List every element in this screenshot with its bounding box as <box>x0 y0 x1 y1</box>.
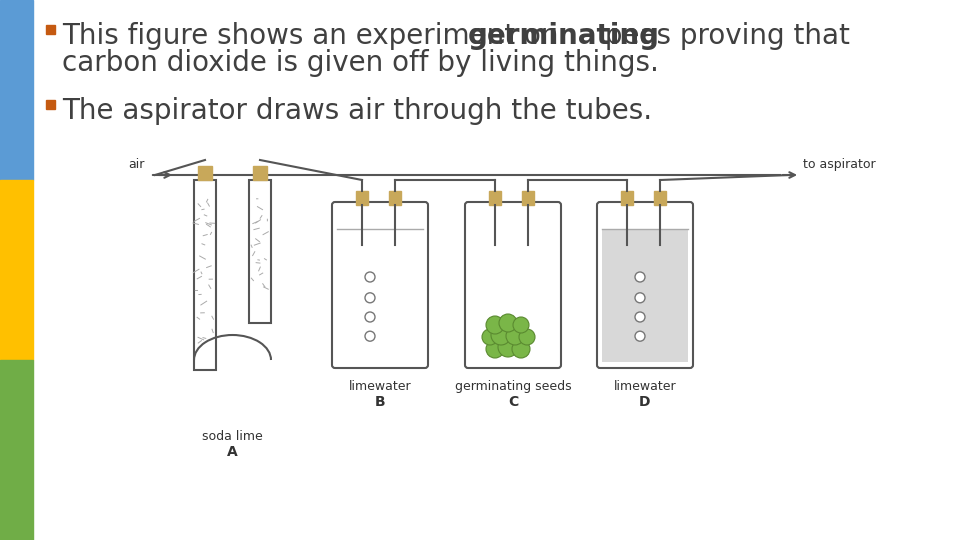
Text: limewater: limewater <box>613 380 676 393</box>
Circle shape <box>635 312 645 322</box>
Circle shape <box>519 329 535 345</box>
Circle shape <box>365 272 375 282</box>
Bar <box>253 166 267 180</box>
Text: to aspirator: to aspirator <box>803 158 876 171</box>
Bar <box>249 180 271 322</box>
Circle shape <box>512 340 530 358</box>
Circle shape <box>506 327 524 345</box>
Text: The aspirator draws air through the tubes.: The aspirator draws air through the tube… <box>62 97 652 125</box>
Bar <box>356 191 368 205</box>
Bar <box>389 191 401 205</box>
Text: A: A <box>227 445 237 459</box>
FancyBboxPatch shape <box>597 202 693 368</box>
Bar <box>46 100 55 109</box>
Bar <box>0 360 33 540</box>
Circle shape <box>635 293 645 303</box>
Circle shape <box>365 293 375 303</box>
Circle shape <box>482 329 498 345</box>
FancyBboxPatch shape <box>465 202 561 368</box>
Bar <box>337 229 423 362</box>
Circle shape <box>491 325 511 345</box>
Text: This figure shows an experiment on: This figure shows an experiment on <box>62 22 567 50</box>
Bar <box>0 180 33 360</box>
Circle shape <box>486 340 504 358</box>
Text: B: B <box>374 395 385 409</box>
Bar <box>194 180 216 370</box>
Bar <box>198 166 212 180</box>
Bar <box>251 190 270 313</box>
Text: air: air <box>129 158 145 171</box>
Bar <box>602 229 688 362</box>
Circle shape <box>486 316 504 334</box>
Bar <box>196 190 214 360</box>
Text: soda lime: soda lime <box>202 430 262 443</box>
Text: germinating seeds: germinating seeds <box>455 380 571 393</box>
Text: C: C <box>508 395 518 409</box>
Text: D: D <box>639 395 651 409</box>
Bar <box>522 191 534 205</box>
Circle shape <box>635 272 645 282</box>
Circle shape <box>499 314 517 332</box>
Text: limewater: limewater <box>348 380 411 393</box>
Circle shape <box>365 312 375 322</box>
Text: germinating: germinating <box>468 22 660 50</box>
Bar <box>489 191 501 205</box>
Bar <box>46 25 55 34</box>
Text: peas proving that: peas proving that <box>595 22 850 50</box>
FancyBboxPatch shape <box>332 202 428 368</box>
Text: carbon dioxide is given off by living things.: carbon dioxide is given off by living th… <box>62 49 659 77</box>
Circle shape <box>498 337 518 357</box>
Bar <box>0 0 33 180</box>
Bar <box>654 191 666 205</box>
Bar <box>621 191 633 205</box>
Circle shape <box>365 331 375 341</box>
Circle shape <box>513 317 529 333</box>
Circle shape <box>635 331 645 341</box>
